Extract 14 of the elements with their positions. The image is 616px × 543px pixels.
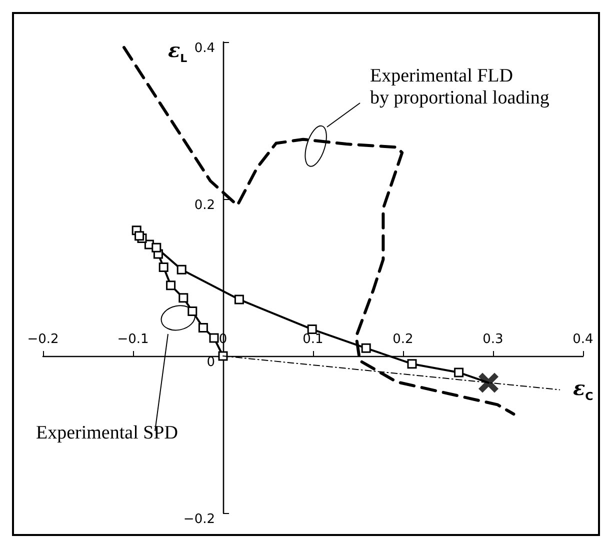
y-tick-label: −0.2 <box>183 512 215 527</box>
x-tick-label: 0.3 <box>482 332 504 347</box>
x-tick-label: −0.1 <box>117 332 149 347</box>
y-tick-label: 0.2 <box>194 198 215 213</box>
x-tick-label: 0.4 <box>572 332 594 347</box>
y-tick-label: 0 <box>206 355 215 370</box>
x-axis-title: ε$_{C}$ <box>573 376 594 403</box>
x-tick-label: 0.2 <box>392 332 414 347</box>
x-tick-label: −0.2 <box>27 332 59 347</box>
y-axis-title: ε$_{L}$ <box>168 38 188 65</box>
y-tick-label: 0.4 <box>194 41 215 56</box>
annotation: Experimental FLD by proportional loading <box>370 66 550 108</box>
annotation: Experimental SPD <box>36 422 178 444</box>
x-tick-label: 0.1 <box>302 332 324 347</box>
